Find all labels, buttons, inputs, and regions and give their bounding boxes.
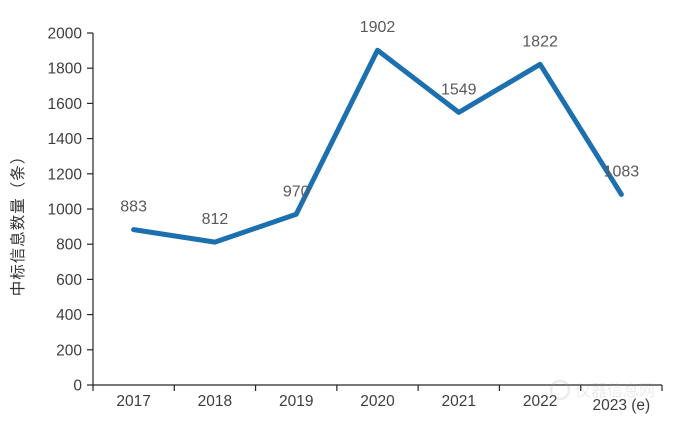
y-tick-label: 2000 bbox=[48, 26, 83, 43]
x-tick-label: 2023 (e) bbox=[592, 397, 650, 414]
data-label: 1083 bbox=[604, 163, 640, 180]
y-tick-label: 1000 bbox=[48, 202, 83, 219]
watermark-text: 仪器信息网 bbox=[575, 382, 655, 400]
x-tick-label: 2022 bbox=[523, 393, 557, 410]
data-label: 883 bbox=[120, 199, 147, 216]
y-tick-label: 1600 bbox=[48, 96, 83, 113]
watermark-logo-icon bbox=[549, 379, 571, 401]
y-tick-label: 1800 bbox=[48, 61, 83, 78]
y-tick-label: 400 bbox=[56, 307, 82, 324]
y-tick-label: 1200 bbox=[48, 166, 83, 183]
x-tick-label: 2021 bbox=[442, 393, 476, 410]
data-label: 1822 bbox=[522, 33, 558, 50]
x-tick-label: 2017 bbox=[116, 393, 150, 410]
y-tick-label: 800 bbox=[56, 237, 82, 254]
data-label: 1902 bbox=[360, 19, 396, 36]
x-tick-label: 2020 bbox=[360, 393, 395, 410]
data-label: 1549 bbox=[441, 81, 477, 98]
x-tick-label: 2018 bbox=[198, 393, 232, 410]
data-label: 812 bbox=[202, 211, 229, 228]
x-tick-label: 2019 bbox=[279, 393, 313, 410]
y-tick-label: 200 bbox=[56, 342, 82, 359]
y-tick-label: 1400 bbox=[48, 131, 83, 148]
y-tick-label: 0 bbox=[73, 378, 82, 395]
data-line bbox=[131, 47, 624, 245]
data-label: 970 bbox=[283, 183, 310, 200]
y-axis-title: 中标信息数量（条） bbox=[9, 148, 27, 297]
y-tick-label: 600 bbox=[56, 272, 82, 289]
watermark: 仪器信息网 bbox=[549, 379, 655, 401]
